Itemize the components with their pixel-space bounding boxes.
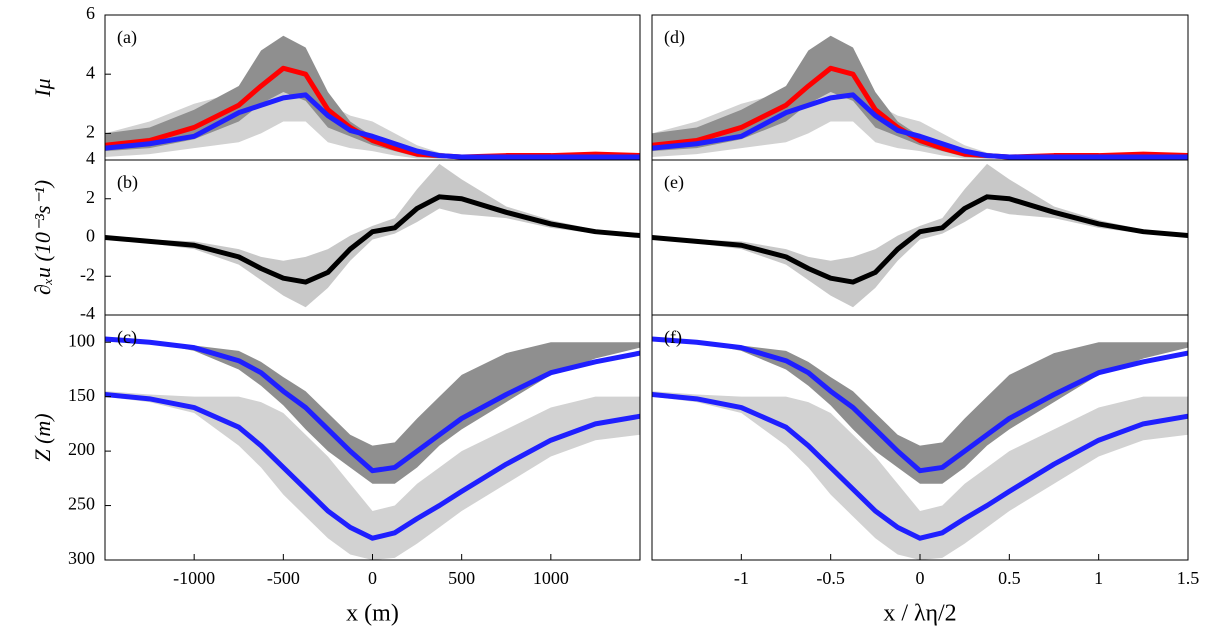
y-tick-label: 0 — [86, 226, 95, 246]
y-tick-label: 6 — [86, 3, 95, 23]
y-tick-label: 150 — [68, 385, 95, 405]
y-axis-label: ∂ₓu (10⁻³s⁻¹) — [30, 180, 55, 295]
y-tick-label: 250 — [68, 494, 95, 514]
line — [652, 194, 1188, 285]
panel — [652, 35, 1188, 160]
panel-label: (f) — [664, 327, 682, 348]
line — [105, 336, 640, 474]
panel-label: (e) — [664, 172, 684, 193]
line — [105, 392, 640, 541]
band — [105, 35, 640, 159]
y-tick-label: 300 — [68, 548, 95, 568]
y-tick-label: 2 — [86, 187, 95, 207]
x-tick-label: -1 — [734, 568, 749, 588]
x-tick-label: 0 — [368, 568, 377, 588]
line — [652, 336, 1188, 474]
panel — [652, 336, 1188, 560]
y-tick-label: 4 — [86, 62, 95, 82]
y-axis-label: Iμ — [30, 78, 55, 97]
x-tick-label: -500 — [267, 568, 300, 588]
band — [105, 338, 640, 484]
x-tick-label: 500 — [448, 568, 475, 588]
panel-label: (a) — [117, 27, 137, 48]
panel — [105, 336, 640, 560]
y-tick-label: -2 — [80, 264, 95, 284]
band — [105, 391, 640, 560]
x-axis-label: x (m) — [346, 601, 399, 627]
band — [652, 35, 1188, 159]
band — [652, 391, 1188, 560]
line — [105, 194, 640, 285]
panel — [105, 163, 640, 308]
panel — [652, 163, 1188, 308]
y-tick-label: -4 — [80, 303, 95, 323]
x-tick-label: 1 — [1094, 568, 1103, 588]
panel-label: (b) — [117, 172, 138, 193]
line — [652, 92, 1188, 160]
band — [652, 338, 1188, 484]
x-tick-label: 1000 — [533, 568, 569, 588]
band — [105, 163, 640, 308]
x-tick-label: 0.5 — [998, 568, 1021, 588]
y-tick-label: 2 — [86, 121, 95, 141]
x-axis-label: x / λη/2 — [883, 601, 956, 627]
y-axis-label: Z (m) — [30, 413, 55, 461]
y-tick-label: 100 — [68, 330, 95, 350]
line — [105, 92, 640, 160]
x-tick-label: 1.5 — [1177, 568, 1200, 588]
x-tick-label: 0 — [916, 568, 925, 588]
y-tick-label: 200 — [68, 439, 95, 459]
panel — [105, 35, 640, 160]
y-tick-label: 4 — [86, 148, 95, 168]
panel-label: (d) — [664, 27, 685, 48]
x-tick-label: -1000 — [173, 568, 215, 588]
x-tick-label: -0.5 — [816, 568, 845, 588]
band — [652, 163, 1188, 308]
line — [652, 392, 1188, 541]
panel-label: (c) — [117, 327, 137, 348]
